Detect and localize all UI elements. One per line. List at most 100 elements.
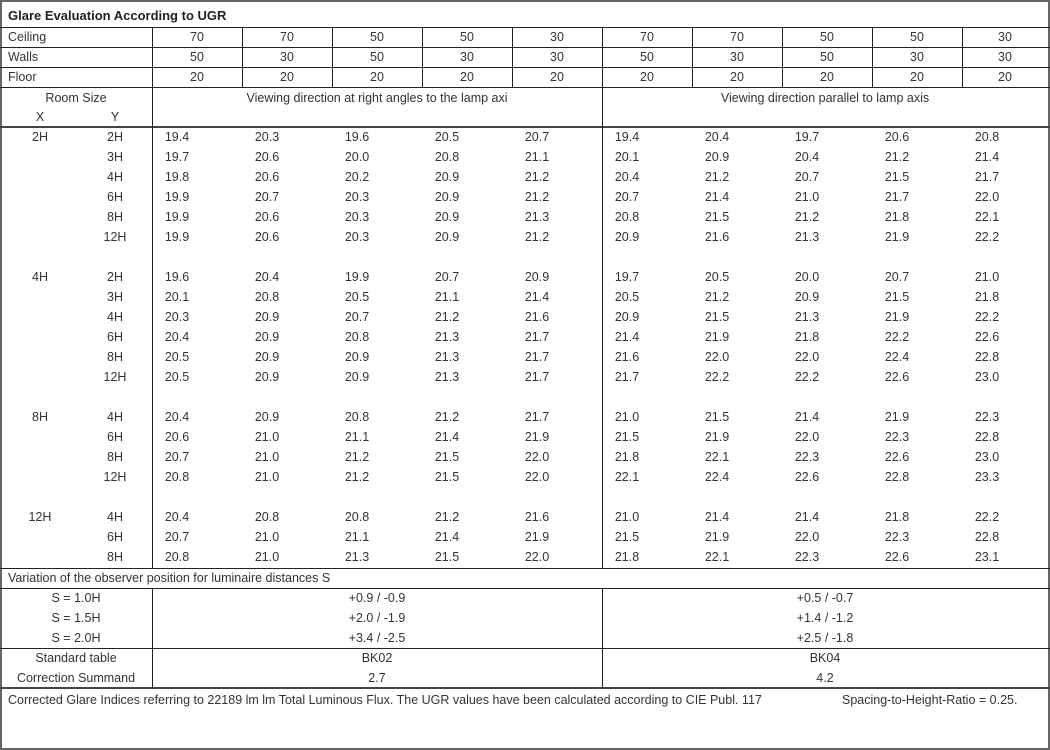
ugr-value-parallel: 21.9 bbox=[704, 330, 730, 344]
ugr-value-parallel: 20.7 bbox=[614, 190, 640, 204]
footer-note: Corrected Glare Indices referring to 221… bbox=[8, 693, 762, 707]
ugr-value-parallel: 21.0 bbox=[614, 410, 640, 424]
ugr-value-parallel: 21.5 bbox=[704, 410, 730, 424]
ugr-value-perpendicular: 19.9 bbox=[164, 190, 190, 204]
ugr-value-parallel: 22.8 bbox=[884, 470, 910, 484]
room-y: 8H bbox=[107, 350, 123, 364]
ugr-value-perpendicular: 20.3 bbox=[344, 210, 370, 224]
variation-title: Variation of the observer position for l… bbox=[8, 571, 331, 585]
ugr-value-parallel: 21.8 bbox=[614, 550, 640, 564]
ugr-value-perpendicular: 21.1 bbox=[434, 290, 460, 304]
ugr-value-parallel: 22.1 bbox=[974, 210, 1000, 224]
ugr-value-perpendicular: 20.3 bbox=[344, 190, 370, 204]
ugr-value-perpendicular: 19.9 bbox=[164, 230, 190, 244]
reflectance-value: 30 bbox=[998, 30, 1012, 44]
ugr-value-parallel: 21.5 bbox=[614, 530, 640, 544]
ugr-value-perpendicular: 21.5 bbox=[434, 450, 460, 464]
x-header: X bbox=[35, 110, 45, 124]
ugr-value-parallel: 21.4 bbox=[704, 510, 730, 524]
room-x: 8H bbox=[32, 410, 48, 424]
ugr-value-parallel: 21.2 bbox=[884, 150, 910, 164]
column-divider bbox=[152, 127, 153, 568]
reflectance-value: 50 bbox=[820, 50, 834, 64]
ugr-value-perpendicular: 21.0 bbox=[254, 550, 280, 564]
ugr-value-perpendicular: 21.4 bbox=[524, 290, 550, 304]
ugr-value-parallel: 20.7 bbox=[794, 170, 820, 184]
ugr-value-perpendicular: 20.3 bbox=[164, 310, 190, 324]
ugr-value-perpendicular: 20.3 bbox=[254, 130, 280, 144]
reflectance-value: 30 bbox=[550, 30, 564, 44]
ugr-value-perpendicular: 20.8 bbox=[344, 410, 370, 424]
ugr-value-perpendicular: 19.6 bbox=[344, 130, 370, 144]
room-y: 8H bbox=[107, 210, 123, 224]
ugr-value-perpendicular: 20.9 bbox=[344, 350, 370, 364]
ugr-value-parallel: 22.0 bbox=[794, 530, 820, 544]
ugr-value-perpendicular: 21.7 bbox=[524, 350, 550, 364]
reflectance-value: 20 bbox=[370, 70, 384, 84]
reflectance-value: 30 bbox=[550, 50, 564, 64]
ugr-value-perpendicular: 21.2 bbox=[524, 190, 550, 204]
ugr-value-perpendicular: 20.7 bbox=[524, 130, 550, 144]
ugr-value-parallel: 22.2 bbox=[974, 510, 1000, 524]
ugr-value-perpendicular: 21.5 bbox=[434, 550, 460, 564]
row-divider bbox=[0, 27, 1050, 28]
ugr-value-parallel: 22.3 bbox=[974, 410, 1000, 424]
room-y: 6H bbox=[107, 330, 123, 344]
variation-parallel: +1.4 / -1.2 bbox=[796, 611, 854, 625]
ugr-value-perpendicular: 21.0 bbox=[254, 470, 280, 484]
reflectance-value: 50 bbox=[190, 50, 204, 64]
ugr-value-perpendicular: 21.2 bbox=[344, 470, 370, 484]
column-divider bbox=[332, 27, 333, 87]
column-divider bbox=[152, 588, 153, 688]
ugr-value-parallel: 20.4 bbox=[794, 150, 820, 164]
ugr-value-parallel: 22.1 bbox=[704, 450, 730, 464]
ugr-value-parallel: 22.6 bbox=[884, 450, 910, 464]
ugr-value-parallel: 21.9 bbox=[704, 430, 730, 444]
standard-table-perpendicular: BK02 bbox=[361, 651, 393, 665]
ugr-value-perpendicular: 21.9 bbox=[524, 530, 550, 544]
ugr-value-perpendicular: 20.9 bbox=[254, 310, 280, 324]
ugr-value-perpendicular: 19.9 bbox=[344, 270, 370, 284]
ugr-value-parallel: 22.8 bbox=[974, 350, 1000, 364]
table-title: Glare Evaluation According to UGR bbox=[8, 8, 227, 23]
ugr-value-parallel: 22.2 bbox=[974, 230, 1000, 244]
ugr-value-parallel: 22.3 bbox=[794, 450, 820, 464]
ugr-value-perpendicular: 20.5 bbox=[164, 350, 190, 364]
variation-label: S = 1.5H bbox=[51, 611, 101, 625]
reflectance-label-ceiling: Ceiling bbox=[8, 30, 47, 44]
room-y: 2H bbox=[107, 130, 123, 144]
standard-table-parallel: BK04 bbox=[809, 651, 841, 665]
ugr-value-perpendicular: 21.1 bbox=[344, 430, 370, 444]
ugr-value-perpendicular: 20.8 bbox=[344, 510, 370, 524]
reflectance-value: 30 bbox=[998, 50, 1012, 64]
ugr-value-parallel: 22.8 bbox=[974, 430, 1000, 444]
ugr-value-perpendicular: 21.6 bbox=[524, 510, 550, 524]
ugr-value-parallel: 22.3 bbox=[794, 550, 820, 564]
room-y: 6H bbox=[107, 190, 123, 204]
ugr-value-perpendicular: 20.9 bbox=[254, 330, 280, 344]
ugr-value-parallel: 20.5 bbox=[614, 290, 640, 304]
room-y: 4H bbox=[107, 170, 123, 184]
ugr-value-perpendicular: 20.2 bbox=[344, 170, 370, 184]
ugr-value-parallel: 21.5 bbox=[884, 170, 910, 184]
column-divider bbox=[692, 27, 693, 87]
ugr-value-perpendicular: 20.7 bbox=[254, 190, 280, 204]
ugr-value-perpendicular: 21.2 bbox=[524, 230, 550, 244]
ugr-value-perpendicular: 20.8 bbox=[254, 510, 280, 524]
ugr-value-perpendicular: 20.9 bbox=[254, 370, 280, 384]
ugr-value-parallel: 21.8 bbox=[794, 330, 820, 344]
ugr-value-parallel: 22.1 bbox=[614, 470, 640, 484]
row-divider bbox=[0, 87, 1050, 88]
ugr-value-perpendicular: 19.8 bbox=[164, 170, 190, 184]
reflectance-value: 20 bbox=[730, 70, 744, 84]
ugr-value-perpendicular: 20.9 bbox=[254, 410, 280, 424]
ugr-value-parallel: 21.9 bbox=[884, 310, 910, 324]
ugr-value-perpendicular: 20.5 bbox=[164, 370, 190, 384]
variation-perpendicular: +0.9 / -0.9 bbox=[348, 591, 406, 605]
ugr-value-parallel: 21.0 bbox=[974, 270, 1000, 284]
ugr-value-parallel: 21.7 bbox=[614, 370, 640, 384]
ugr-value-perpendicular: 21.3 bbox=[344, 550, 370, 564]
column-divider bbox=[512, 27, 513, 87]
ugr-value-perpendicular: 20.9 bbox=[434, 210, 460, 224]
ugr-value-perpendicular: 21.2 bbox=[524, 170, 550, 184]
